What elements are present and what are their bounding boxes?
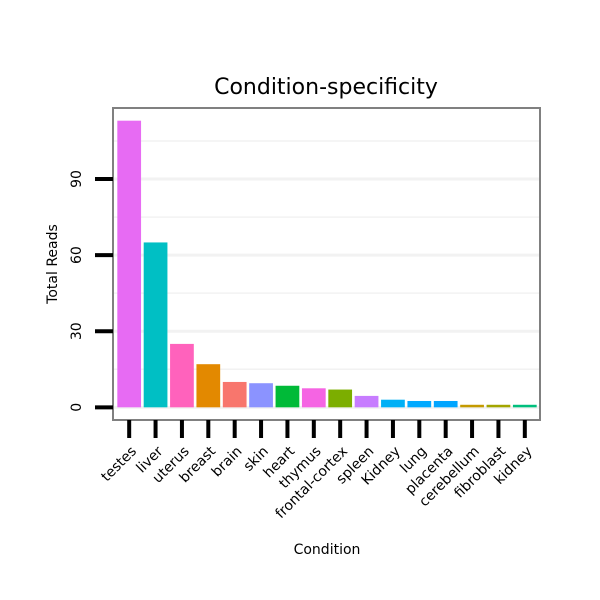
y-axis: 0 30 60 90 bbox=[69, 170, 113, 412]
x-tick-label: brain bbox=[209, 444, 246, 481]
bar-fibroblast bbox=[486, 404, 511, 408]
bar-cerebellum bbox=[460, 404, 484, 408]
y-axis-title: Total Reads bbox=[45, 224, 61, 305]
bars bbox=[117, 120, 537, 408]
bar-placenta bbox=[433, 400, 458, 408]
bar-heart bbox=[275, 385, 300, 408]
bar-thymus bbox=[301, 388, 326, 408]
bar-brain bbox=[222, 381, 247, 408]
bar-kidney-upper bbox=[381, 399, 405, 408]
bar-lung bbox=[407, 400, 432, 408]
x-axis: testesliveruterusbreastbrainskinheartthy… bbox=[98, 420, 536, 522]
bar-frontal-cortex bbox=[328, 389, 353, 408]
bar-testes bbox=[117, 120, 142, 408]
bar-liver bbox=[143, 242, 168, 408]
y-tick-label: 0 bbox=[69, 403, 85, 412]
bar-kidney bbox=[512, 404, 537, 408]
y-tick-label: 60 bbox=[69, 246, 85, 264]
y-tick-label: 30 bbox=[69, 322, 85, 340]
chart-title: Condition-specificity bbox=[214, 75, 438, 100]
y-tick-label: 90 bbox=[69, 170, 85, 188]
bar-spleen bbox=[354, 395, 379, 408]
x-axis-title: Condition bbox=[294, 542, 361, 558]
bar-breast bbox=[196, 364, 221, 408]
plot-frame bbox=[112, 107, 541, 421]
bar-skin bbox=[249, 383, 273, 408]
bar-uterus bbox=[170, 343, 194, 408]
